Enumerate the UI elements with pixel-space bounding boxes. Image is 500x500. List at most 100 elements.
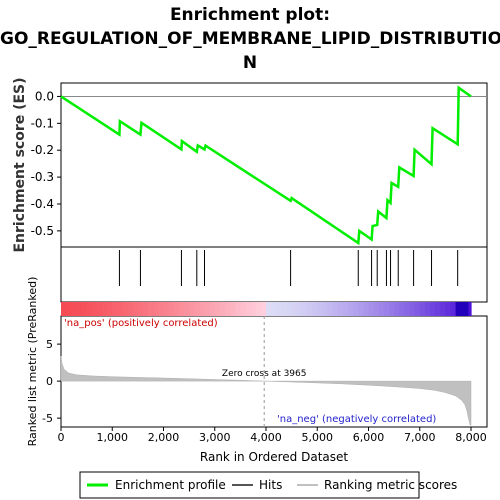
es-ytick-label: -0.5 <box>31 224 54 238</box>
chart-title-line-1: Enrichment plot: <box>169 5 331 25</box>
rank-color-segment <box>178 302 185 316</box>
rank-color-segment <box>358 302 364 316</box>
xtick-label: 7,000 <box>404 431 436 444</box>
rank-color-segment <box>389 302 395 316</box>
rank-color-segment <box>91 302 98 316</box>
rank-color-segment <box>61 302 67 316</box>
ranked-ytick-label: -5 <box>42 412 53 425</box>
rank-color-segment <box>194 302 200 316</box>
rank-color-segment <box>296 302 303 316</box>
rank-color-segment <box>440 302 446 316</box>
rank-color-segment <box>214 302 221 316</box>
rank-color-segment <box>204 302 211 316</box>
rank-color-segment <box>414 302 421 316</box>
xtick-label: 5,000 <box>302 431 334 444</box>
rank-color-segment <box>317 302 323 316</box>
es-ylabel: Enrichment score (ES) <box>12 77 28 252</box>
rank-color-segment <box>353 302 359 316</box>
rank-color-segment <box>271 302 277 316</box>
es-ytick-label: -0.2 <box>31 143 54 157</box>
rank-color-segment <box>86 302 93 316</box>
rank-color-segment <box>137 302 144 316</box>
hits-panel-frame <box>60 246 488 303</box>
xlabel: Rank in Ordered Dataset <box>200 450 348 464</box>
rank-color-segment <box>450 302 457 316</box>
rank-color-segment <box>465 302 472 316</box>
xtick-label: 1,000 <box>97 431 129 444</box>
rank-color-segment <box>71 302 77 316</box>
rank-color-segment <box>286 302 293 316</box>
es-ytick-label: -0.1 <box>31 116 54 130</box>
rank-color-segment <box>424 302 431 316</box>
rank-color-segment <box>281 302 288 316</box>
rank-color-segment <box>301 302 308 316</box>
rank-color-segment <box>322 302 329 316</box>
rank-color-segment <box>337 302 344 316</box>
rank-color-segment <box>184 302 190 316</box>
rank-color-segment <box>209 302 216 316</box>
rank-color-segment <box>199 302 206 316</box>
es-ytick-label: 0.0 <box>35 89 54 103</box>
rank-color-segment <box>255 302 262 316</box>
rank-color-segment <box>245 302 252 316</box>
rank-color-segment <box>455 302 469 316</box>
xtick-label: 2,000 <box>148 431 180 444</box>
rank-color-segment <box>368 302 375 316</box>
rank-color-segment <box>230 302 236 316</box>
rank-color-segment <box>117 302 124 316</box>
zero-cross-label: Zero cross at 3965 <box>222 369 307 379</box>
rank-color-segment <box>225 302 231 316</box>
rank-color-segment <box>173 302 180 316</box>
rank-color-segment <box>132 302 139 316</box>
rank-color-segment <box>435 302 441 316</box>
legend-label-ranking: Ranking metric scores <box>324 478 457 492</box>
xtick-label: 3,000 <box>199 431 231 444</box>
chart-title-line-2: GO_REGULATION_OF_MEMBRANE_LIPID_DISTRIBU… <box>0 29 500 49</box>
rank-color-segment <box>348 302 354 316</box>
rank-color-segment <box>378 302 385 316</box>
ranked-ytick-label: 5 <box>46 338 53 351</box>
xtick-label: 6,000 <box>353 431 385 444</box>
ranked-ytick-label: 0 <box>46 375 53 388</box>
xtick-label: 4,000 <box>250 431 282 444</box>
rank-color-segment <box>127 302 134 316</box>
rank-color-segment <box>250 302 257 316</box>
rank-color-segment <box>373 302 380 316</box>
pos-correlated-label: 'na_pos' (positively correlated) <box>64 318 218 329</box>
rank-color-segment <box>122 302 129 316</box>
rank-color-segment <box>153 302 159 316</box>
rank-color-segment <box>266 302 272 316</box>
legend-label-hits: Hits <box>259 478 282 492</box>
rank-color-segment <box>148 302 154 316</box>
rank-color-segment <box>81 302 88 316</box>
rank-color-segment <box>235 302 241 316</box>
rank-color-segment <box>394 302 400 316</box>
rank-color-segment <box>260 302 267 316</box>
rank-color-segment <box>291 302 298 316</box>
rank-color-segment <box>240 302 247 316</box>
rank-color-segment <box>307 302 313 316</box>
rank-color-segment <box>327 302 334 316</box>
rank-color-segment <box>342 302 349 316</box>
enrichment-profile-line <box>60 85 472 246</box>
chart-title-line-3: N <box>242 53 258 73</box>
legend-label-enrichment: Enrichment profile <box>115 478 226 492</box>
rank-color-segment <box>399 302 405 316</box>
ranked-ylabel: Ranked list metric (PreRanked) <box>26 277 39 447</box>
neg-correlated-label: 'na_neg' (negatively correlated) <box>277 414 436 425</box>
ranking-metric-area <box>60 355 472 426</box>
rank-color-segment <box>102 302 108 316</box>
rank-color-segment <box>383 302 390 316</box>
rank-color-segment <box>112 302 118 316</box>
es-ytick-label: -0.4 <box>31 197 54 211</box>
xtick-label: 0 <box>58 431 65 444</box>
rank-color-segment <box>332 302 339 316</box>
es-ytick-label: -0.3 <box>31 170 54 184</box>
rank-color-segment <box>107 302 113 316</box>
rank-color-segment <box>158 302 165 316</box>
rank-color-segment <box>168 302 175 316</box>
rank-color-segment <box>76 302 83 316</box>
rank-color-segment <box>419 302 426 316</box>
rank-color-segment <box>312 302 318 316</box>
